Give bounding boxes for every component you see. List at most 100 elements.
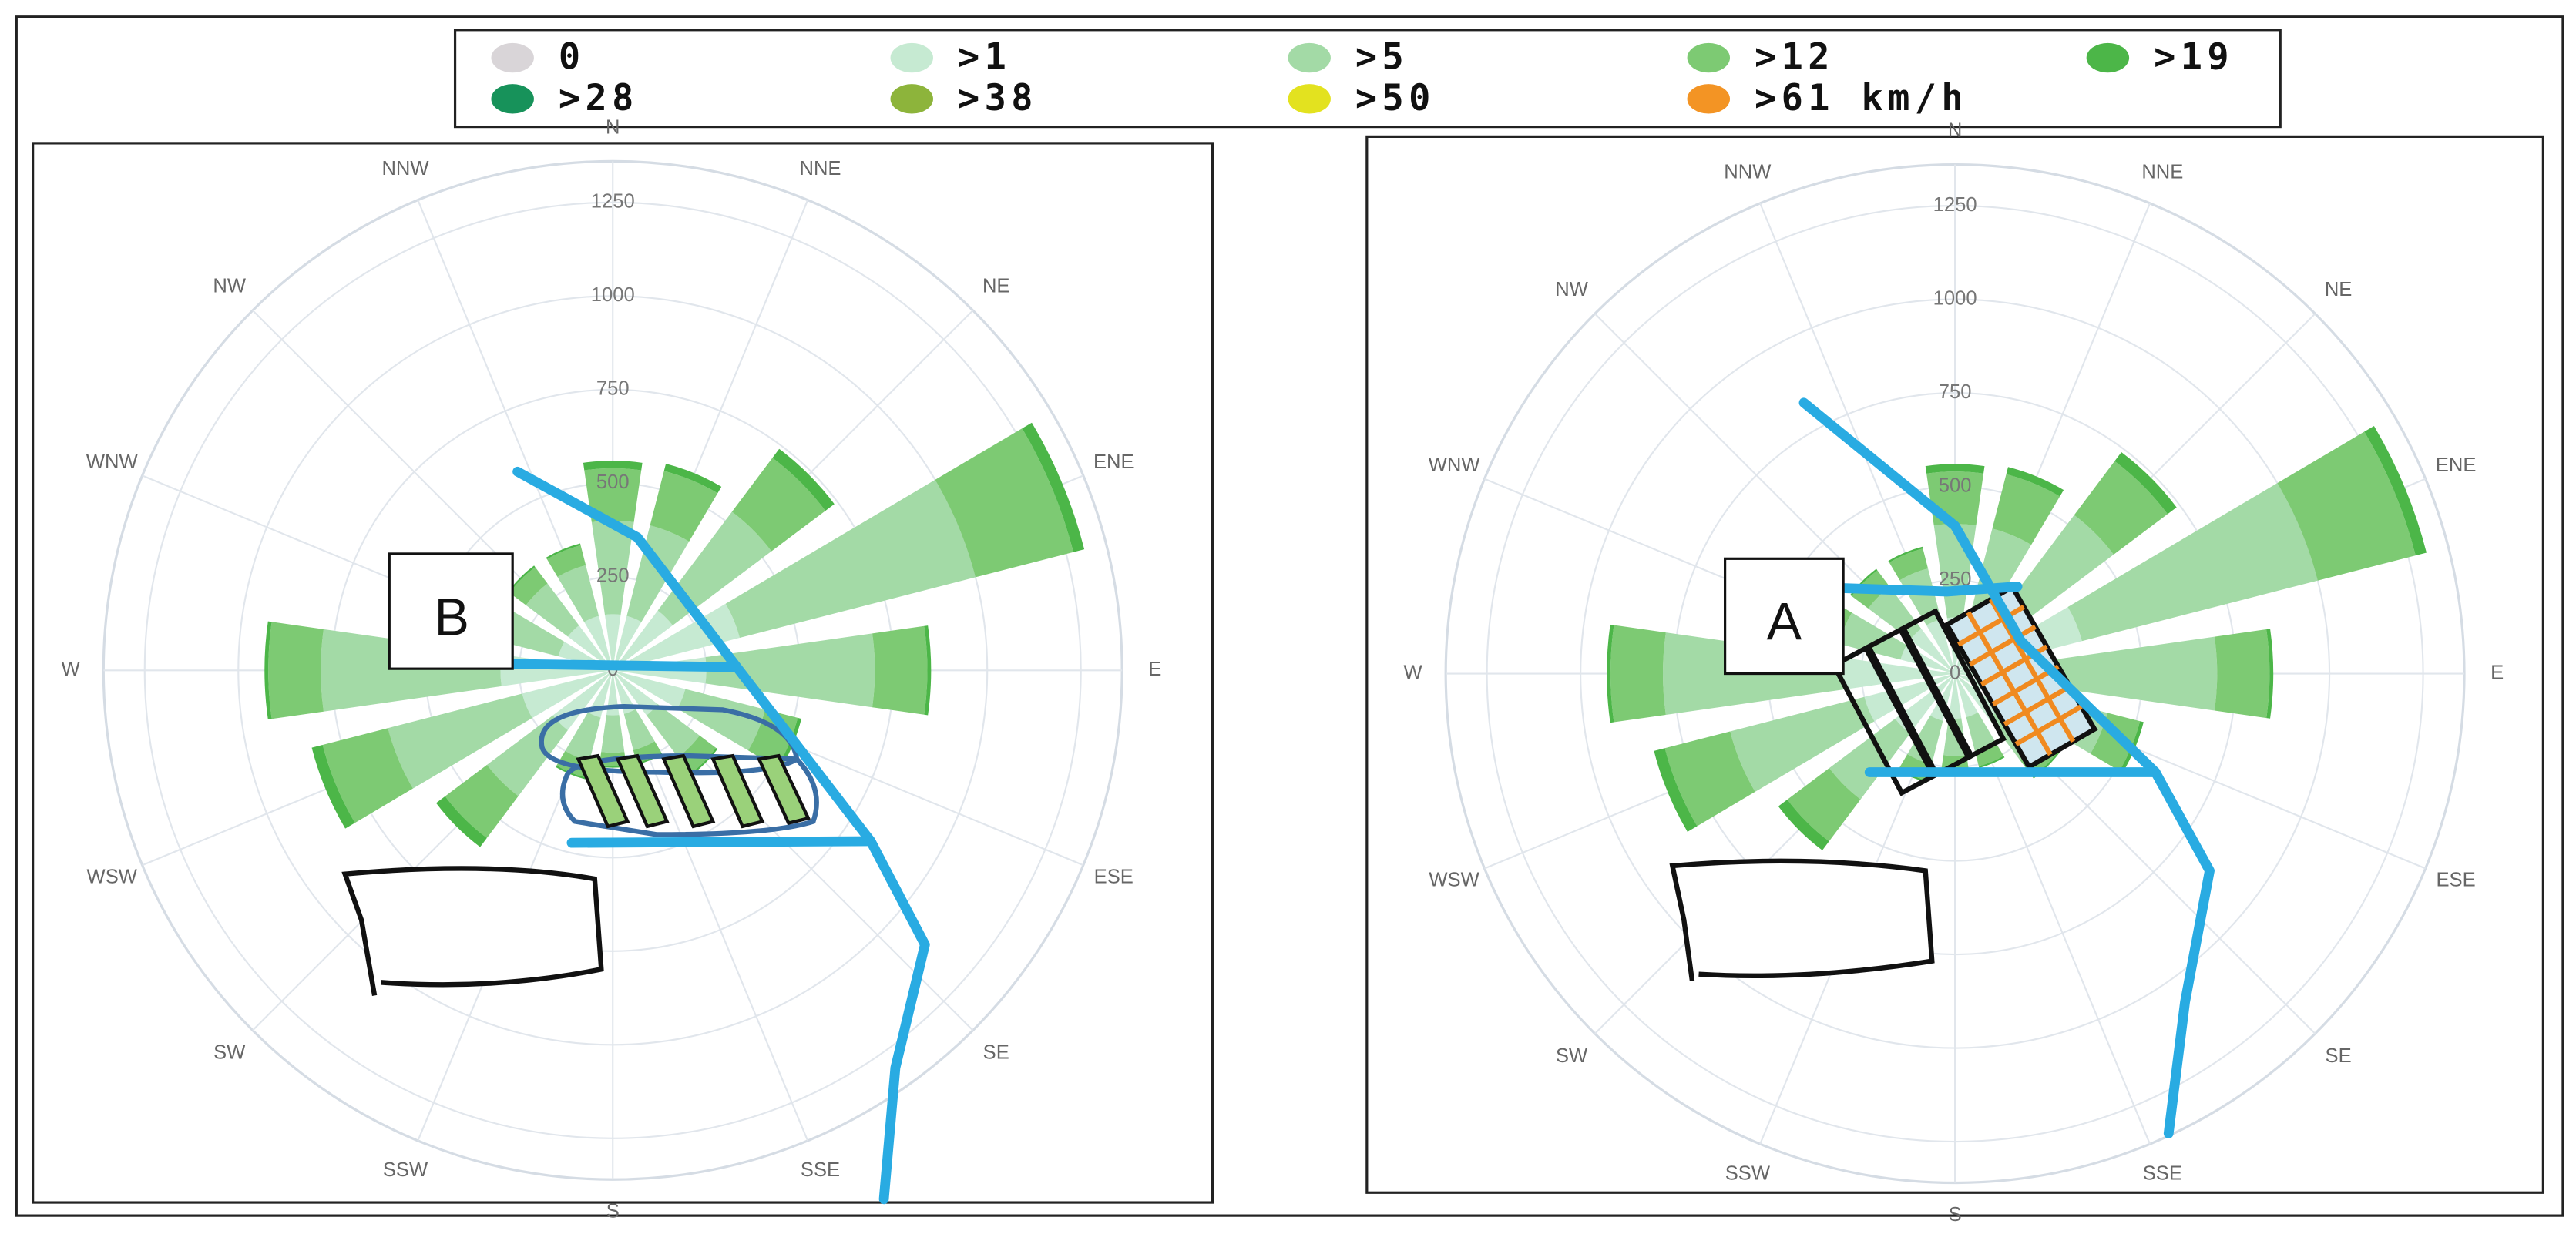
wind-sector <box>565 712 601 761</box>
building-outline <box>1669 858 1935 981</box>
wind-sector <box>2266 629 2274 719</box>
buildings-right <box>1830 608 2007 796</box>
wind-sector <box>1022 422 1085 552</box>
wind-sector <box>2067 483 2318 642</box>
direction-label: W <box>62 659 81 680</box>
wind-sector <box>567 625 613 671</box>
legend-label: >12 <box>1755 36 1835 79</box>
wind-sector <box>613 610 673 671</box>
wind-sector <box>663 463 722 494</box>
wind-sector <box>508 565 536 593</box>
direction-label: SSW <box>1725 1162 1771 1184</box>
wind-sector <box>613 670 658 716</box>
wind-sector <box>522 670 613 719</box>
wind-sector <box>1664 731 1755 827</box>
wind-sector <box>546 545 586 577</box>
road <box>566 836 876 848</box>
direction-label: ESE <box>1094 866 1134 887</box>
wind-sector <box>1654 748 1698 832</box>
r-tick-label: 750 <box>596 378 630 400</box>
wind-sector <box>677 689 765 751</box>
direction-label: NNE <box>799 158 841 179</box>
legend-label: 0 <box>559 36 586 79</box>
wind-sector <box>1966 712 1997 754</box>
r-tick-label: 1250 <box>1933 194 1977 216</box>
direction-label: N <box>1948 120 1962 142</box>
direction-label: ENE <box>1093 451 1134 473</box>
wind-sector <box>584 468 642 522</box>
wind-sector <box>1839 612 1907 660</box>
wind-sector <box>725 479 976 638</box>
road <box>495 659 741 672</box>
wind-sector <box>772 448 835 511</box>
direction-label: NE <box>2325 279 2353 300</box>
legend-swatch <box>890 42 933 73</box>
direction-label: SSE <box>801 1159 840 1181</box>
wind-sector <box>1897 768 1928 783</box>
r-tick-label: 1250 <box>591 191 635 213</box>
wind-sector <box>2006 467 2064 497</box>
r-tick-label: 250 <box>596 565 630 587</box>
wind-sector <box>591 520 634 615</box>
wind-sector <box>435 796 487 847</box>
direction-label: ENE <box>2436 454 2477 476</box>
direction-label: W <box>1403 662 1422 683</box>
label-box <box>1724 557 1845 676</box>
direction-label: NNW <box>1724 161 1772 183</box>
wind-sector <box>1907 715 1943 765</box>
wind-sector <box>1925 464 1985 474</box>
wind-sector <box>647 704 700 757</box>
panels-left <box>576 753 811 829</box>
direction-label: SE <box>2326 1045 2352 1067</box>
wind-sector <box>1778 799 1829 850</box>
direction-label: SW <box>213 1042 246 1064</box>
direction-label: SSE <box>2143 1162 2182 1184</box>
direction-label: NE <box>982 276 1010 297</box>
wind-sector <box>935 428 1074 578</box>
legend-label: >1 <box>958 36 1011 79</box>
wind-sector <box>2214 629 2270 719</box>
legend-swatch <box>2086 42 2130 73</box>
wind-sector <box>2074 461 2168 555</box>
wind-sector <box>588 670 613 718</box>
direction-label: E <box>1148 659 1161 680</box>
direction-label: S <box>1949 1204 1962 1226</box>
direction-label: NW <box>213 276 246 297</box>
direction-label: SSW <box>383 1159 428 1181</box>
direction-label: WNW <box>1429 454 1481 476</box>
wind-sector <box>556 765 586 780</box>
wind-sector <box>626 525 690 622</box>
direction-label: SE <box>983 1042 1009 1064</box>
r-tick-label: 1000 <box>591 284 635 306</box>
wind-sector <box>557 565 599 622</box>
legend-box <box>453 29 2282 129</box>
wind-sector <box>322 728 413 823</box>
direction-label: ESE <box>2437 870 2476 891</box>
wind-sector <box>2000 515 2114 629</box>
wind-sector <box>731 458 826 552</box>
legend-swatch <box>491 42 534 73</box>
legend-swatch <box>1288 84 1331 114</box>
wind-sector <box>546 543 581 559</box>
wind-sector <box>1842 658 1956 690</box>
wind-sector <box>613 603 740 671</box>
wind-sector <box>2114 451 2177 515</box>
wind-sector <box>1889 548 1929 581</box>
wind-sector <box>604 614 621 671</box>
wind-sector <box>623 709 655 750</box>
wind-sector <box>613 670 686 709</box>
direction-label: SW <box>1556 1045 1588 1067</box>
wind-sector <box>601 715 625 753</box>
wind-sector <box>872 625 928 715</box>
wind-sector <box>1610 625 1666 723</box>
wind-sector <box>613 615 642 671</box>
wind-sector <box>311 744 355 829</box>
r-tick-label: 500 <box>596 471 630 493</box>
label-box <box>388 552 514 670</box>
legend-label: >5 <box>1355 36 1409 79</box>
wind-sector <box>1787 768 1861 842</box>
wind-sector <box>2277 431 2416 581</box>
legend-label: >19 <box>2154 36 2234 79</box>
